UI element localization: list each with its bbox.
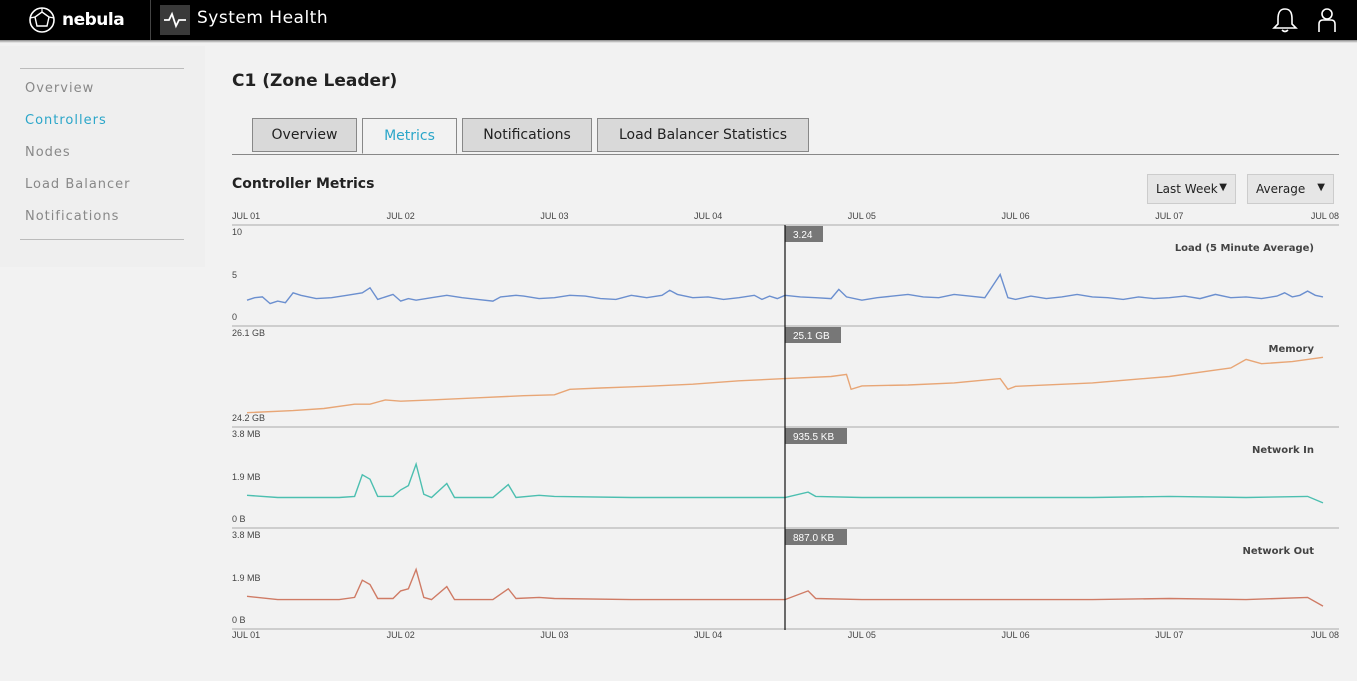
chevron-down-icon: ▼ — [1219, 182, 1227, 193]
panel-title: Memory — [1269, 344, 1315, 355]
x-tick-label: JUL 06 — [1001, 211, 1029, 221]
x-tick-label: JUL 01 — [232, 211, 260, 221]
cursor-tag — [785, 428, 847, 444]
series-line — [246, 356, 1324, 414]
x-tick-label: JUL 07 — [1155, 211, 1183, 221]
x-tick-label: JUL 08 — [1311, 630, 1339, 640]
series-line — [246, 567, 1324, 607]
chevron-down-icon: ▼ — [1317, 182, 1325, 193]
y-tick-label: 3.8 MB — [232, 429, 261, 439]
cursor-value-label: 3.24 — [793, 230, 813, 241]
x-tick-label: JUL 03 — [540, 630, 568, 640]
y-tick-label: 1.9 MB — [232, 573, 261, 583]
header-shadow — [0, 40, 1357, 43]
x-tick-label: JUL 04 — [694, 630, 722, 640]
series-line — [246, 272, 1324, 305]
y-tick-label: 5 — [232, 270, 237, 280]
cursor-value-label: 25.1 GB — [793, 331, 830, 342]
y-tick-label: 3.8 MB — [232, 530, 261, 540]
time-range-value: Last Week — [1156, 182, 1218, 196]
y-tick-label: 0 B — [232, 514, 246, 524]
nebula-logo-icon — [29, 7, 55, 33]
cursor-tag — [785, 529, 847, 545]
x-tick-label: JUL 05 — [848, 630, 876, 640]
panel-title: Network Out — [1242, 546, 1314, 557]
x-tick-label: JUL 04 — [694, 211, 722, 221]
y-tick-label: 0 B — [232, 615, 246, 625]
x-tick-label: JUL 03 — [540, 211, 568, 221]
x-tick-label: JUL 05 — [848, 211, 876, 221]
y-tick-label: 1.9 MB — [232, 472, 261, 482]
sidebar: Overview Controllers Nodes Load Balancer… — [0, 46, 205, 267]
series-line — [246, 461, 1324, 504]
pulse-icon — [160, 5, 190, 35]
tab-load-balancer-statistics[interactable]: Load Balancer Statistics — [597, 118, 809, 152]
sidebar-item-load-balancer[interactable]: Load Balancer — [25, 177, 131, 192]
sidebar-item-nodes[interactable]: Nodes — [25, 145, 71, 160]
user-icon[interactable] — [1313, 6, 1341, 34]
x-tick-label: JUL 02 — [387, 630, 415, 640]
aggregate-select[interactable]: Average ▼ — [1247, 174, 1334, 204]
y-tick-label: 24.2 GB — [232, 413, 265, 423]
aggregate-value: Average — [1256, 182, 1306, 196]
time-range-select[interactable]: Last Week ▼ — [1147, 174, 1236, 204]
x-tick-label: JUL 07 — [1155, 630, 1183, 640]
x-tick-label: JUL 01 — [232, 630, 260, 640]
sidebar-item-controllers[interactable]: Controllers — [25, 113, 107, 128]
panel-title: Load (5 Minute Average) — [1175, 243, 1314, 254]
sidebar-item-overview[interactable]: Overview — [25, 81, 95, 96]
y-tick-label: 0 — [232, 312, 237, 322]
x-tick-label: JUL 02 — [387, 211, 415, 221]
cursor-value-label: 935.5 KB — [793, 432, 834, 443]
bell-icon[interactable] — [1270, 6, 1300, 34]
sidebar-top-rule — [20, 68, 184, 69]
tab-notifications[interactable]: Notifications — [462, 118, 592, 152]
cursor-tag — [785, 327, 841, 343]
top-bar: nebula System Health — [0, 0, 1357, 40]
x-tick-label: JUL 08 — [1311, 211, 1339, 221]
sidebar-bottom-rule — [20, 239, 184, 240]
page-title: C1 (Zone Leader) — [232, 71, 398, 91]
app-title: System Health — [197, 8, 329, 28]
tab-metrics[interactable]: Metrics — [362, 118, 457, 154]
header-divider — [150, 0, 151, 40]
y-tick-label: 26.1 GB — [232, 328, 265, 338]
y-tick-label: 10 — [232, 227, 242, 237]
x-tick-label: JUL 06 — [1001, 630, 1029, 640]
tab-bar: Overview Metrics Notifications Load Bala… — [232, 118, 1339, 155]
cursor-tag — [785, 226, 823, 242]
panel-title: Network In — [1252, 445, 1314, 456]
brand-name: nebula — [62, 10, 125, 30]
cursor-value-label: 887.0 KB — [793, 533, 834, 544]
section-title: Controller Metrics — [232, 176, 375, 192]
sidebar-item-notifications[interactable]: Notifications — [25, 209, 120, 224]
brand-logo[interactable]: nebula — [28, 6, 125, 34]
tab-overview[interactable]: Overview — [252, 118, 357, 152]
